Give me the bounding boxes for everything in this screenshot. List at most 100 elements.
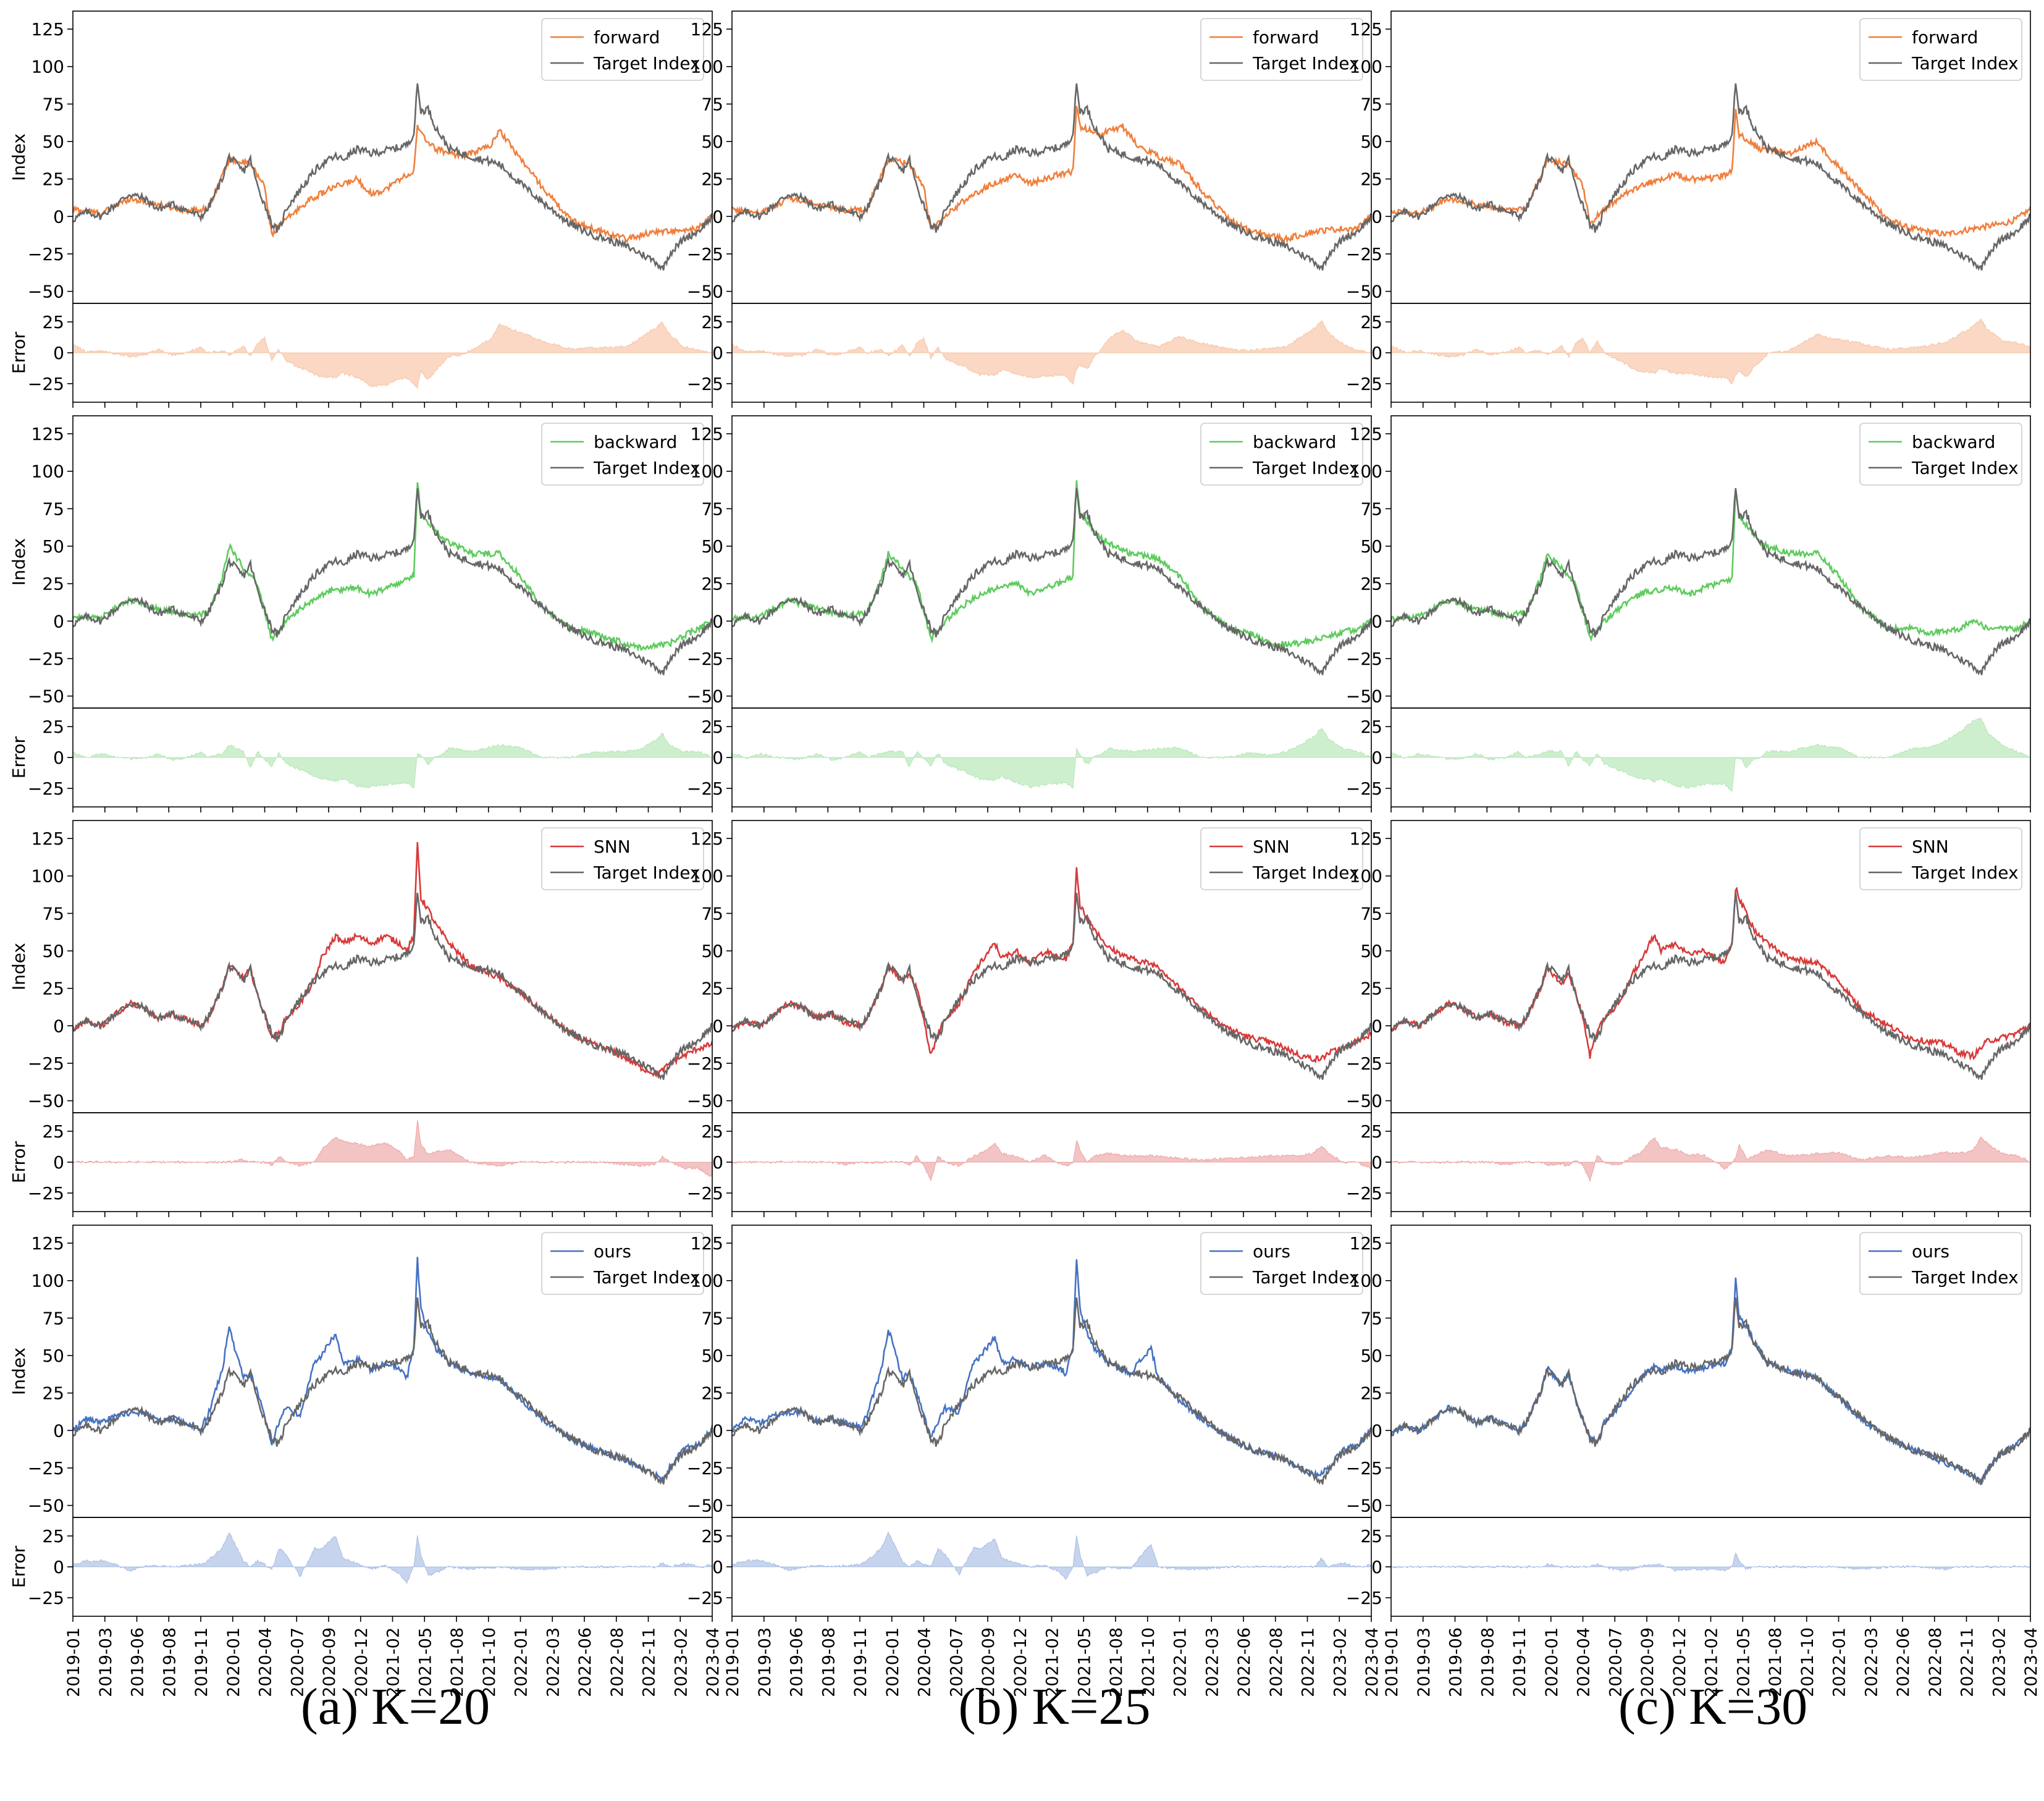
error-ytick-label: −25 [1346,1588,1382,1608]
legend-label-ours: ours [594,1241,631,1262]
panel-ours-col3: −50 −25 0 25 50 75 100 125 −25 0 25 2019-01 2019-03 2… [1346,1225,2041,1697]
legend-box [1200,827,1363,890]
xtick-label: 2023-04 [704,1627,723,1697]
error-ytick-label: −25 [1346,374,1382,394]
index-ytick-label: 75 [42,903,64,924]
legend-label-target: Target Index [1252,1267,1360,1288]
index-ytick-label: −25 [1346,649,1382,669]
legend-label-target: Target Index [1911,1267,2019,1288]
error-ytick-label: 25 [701,717,723,737]
legend-box [1859,18,2022,81]
index-ytick-label: 50 [1360,536,1382,557]
xtick-label: 2022-08 [1267,1627,1286,1697]
index-ytick-label: −25 [28,1458,64,1478]
index-ytick-label: 75 [42,499,64,519]
xtick-label: 2019-01 [1382,1627,1402,1697]
plot-area [73,83,712,389]
xtick-label: 2021-05 [416,1627,435,1697]
plot-area [732,480,1371,789]
xtick-label: 2021-08 [448,1627,467,1697]
index-ylabel: Index [9,1348,29,1395]
xtick-label: 2022-03 [544,1627,563,1697]
index-ytick-label: 125 [691,424,723,444]
panel-backward-col1: −50 −25 0 25 50 75 100 125 −25 0 25 Index Error backw… [9,415,713,812]
index-ytick-label: 100 [32,57,64,77]
error-ytick-label: 25 [701,1121,723,1142]
plot-area [73,842,712,1177]
xtick-label: 2020-09 [1638,1627,1657,1697]
xtick-label: 2022-06 [576,1627,595,1697]
xtick-label: 2019-03 [1415,1627,1434,1697]
plot-area [73,1257,712,1585]
index-ytick-label: 50 [701,1346,723,1366]
error-ytick-label: −25 [28,374,64,394]
target-index-line [732,892,1371,1081]
plot-area [732,867,1371,1182]
legend-label-forward: forward [1253,27,1319,48]
index-ytick-label: −50 [687,1091,723,1111]
legend-box [1859,1232,2022,1295]
legend-box [1859,827,2022,890]
error-ytick-label: −25 [28,1183,64,1204]
index-ytick-label: 125 [691,829,723,849]
legend: SNN Target Index [1859,827,2022,890]
index-ytick-label: 0 [1371,1016,1382,1036]
backward-line [732,480,1371,649]
index-ytick-label: 25 [701,574,723,594]
index-ytick-label: 25 [42,574,64,594]
legend: backward Target Index [1859,423,2022,486]
index-ytick-label: 0 [1371,1420,1382,1441]
target-index-line [73,1297,712,1485]
xtick-label: 2020-04 [1575,1627,1594,1697]
index-ytick-label: 125 [1350,1233,1382,1254]
error-ytick-label: 0 [712,1557,723,1577]
error-ytick-label: 25 [42,312,64,332]
index-ytick-label: −25 [1346,244,1382,264]
index-ytick-label: −50 [1346,1091,1382,1111]
xtick-label: 2019-03 [755,1627,775,1697]
legend-box [1200,423,1363,486]
index-ytick-label: 25 [42,169,64,190]
error-area [73,1532,712,1585]
forward-line [732,106,1371,245]
xtick-label: 2019-11 [851,1627,870,1697]
plot-area [1391,886,2030,1183]
xtick-label: 2022-06 [1894,1627,1913,1697]
plot-area [1391,1277,2030,1572]
index-ytick-label: 75 [1360,903,1382,924]
index-ytick-label: −25 [28,649,64,669]
plots-layer: −50 −25 0 25 50 75 100 125 −25 0 25 Index Error forwa… [9,11,2041,1697]
error-ylabel: Error [9,331,29,374]
index-ytick-label: 50 [42,132,64,152]
index-ytick-label: 50 [42,941,64,961]
xtick-label: 2020-07 [1606,1627,1625,1697]
target-index-line [1391,892,2030,1081]
error-ytick-label: −25 [687,1183,723,1204]
xtick-label: 2022-06 [1235,1627,1254,1697]
legend-label-backward: backward [1253,432,1336,452]
xtick-label: 2022-08 [1926,1627,1945,1697]
error-ytick-label: 0 [53,1557,64,1577]
error-ytick-label: 25 [701,1526,723,1546]
error-area [732,1531,1371,1580]
index-ytick-label: −50 [1346,686,1382,707]
error-area [1391,318,2030,385]
legend: forward Target Index [1200,18,1363,81]
index-ytick-label: 50 [1360,132,1382,152]
index-ytick-label: 25 [42,1383,64,1404]
error-ytick-label: 25 [42,717,64,737]
index-ytick-label: −50 [687,282,723,302]
error-area [1391,718,2030,792]
xtick-label: 2021-10 [1139,1627,1158,1697]
error-ytick-label: −25 [1346,1183,1382,1204]
plot-area [73,482,712,789]
index-ytick-label: 125 [32,424,64,444]
index-ytick-label: 75 [701,94,723,114]
index-ytick-label: 75 [42,1308,64,1328]
target-index-line [1391,83,2030,271]
xtick-label: 2023-02 [671,1627,691,1697]
index-ytick-label: −25 [1346,1458,1382,1478]
index-ytick-label: 25 [1360,574,1382,594]
legend: SNN Target Index [541,827,704,890]
xtick-label: 2020-12 [352,1627,371,1697]
